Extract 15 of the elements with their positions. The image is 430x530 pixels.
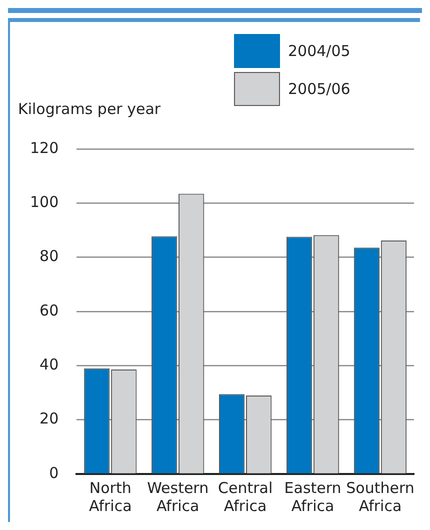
x-tick-label: North Africa <box>88 478 132 515</box>
y-tick-label: 60 <box>40 301 59 320</box>
legend-label: 2004/05 <box>288 42 350 60</box>
x-tick-label: Eastern Africa <box>284 478 342 515</box>
legend-label: 2005/06 <box>288 80 350 98</box>
y-tick-label: 120 <box>30 138 59 157</box>
y-tick-label: 20 <box>40 410 59 428</box>
y-tick-label: 40 <box>40 356 59 374</box>
x-tick-label: Central Africa <box>218 478 273 515</box>
y-tick-label: 100 <box>30 193 59 212</box>
y-tick-label: 80 <box>40 247 59 266</box>
y-tick-label: 0 <box>49 464 59 482</box>
x-tick-label: Western Africa <box>147 478 209 515</box>
x-tick-label: Southern Africa <box>346 478 414 515</box>
y-axis-title: Kilograms per year <box>18 100 161 118</box>
